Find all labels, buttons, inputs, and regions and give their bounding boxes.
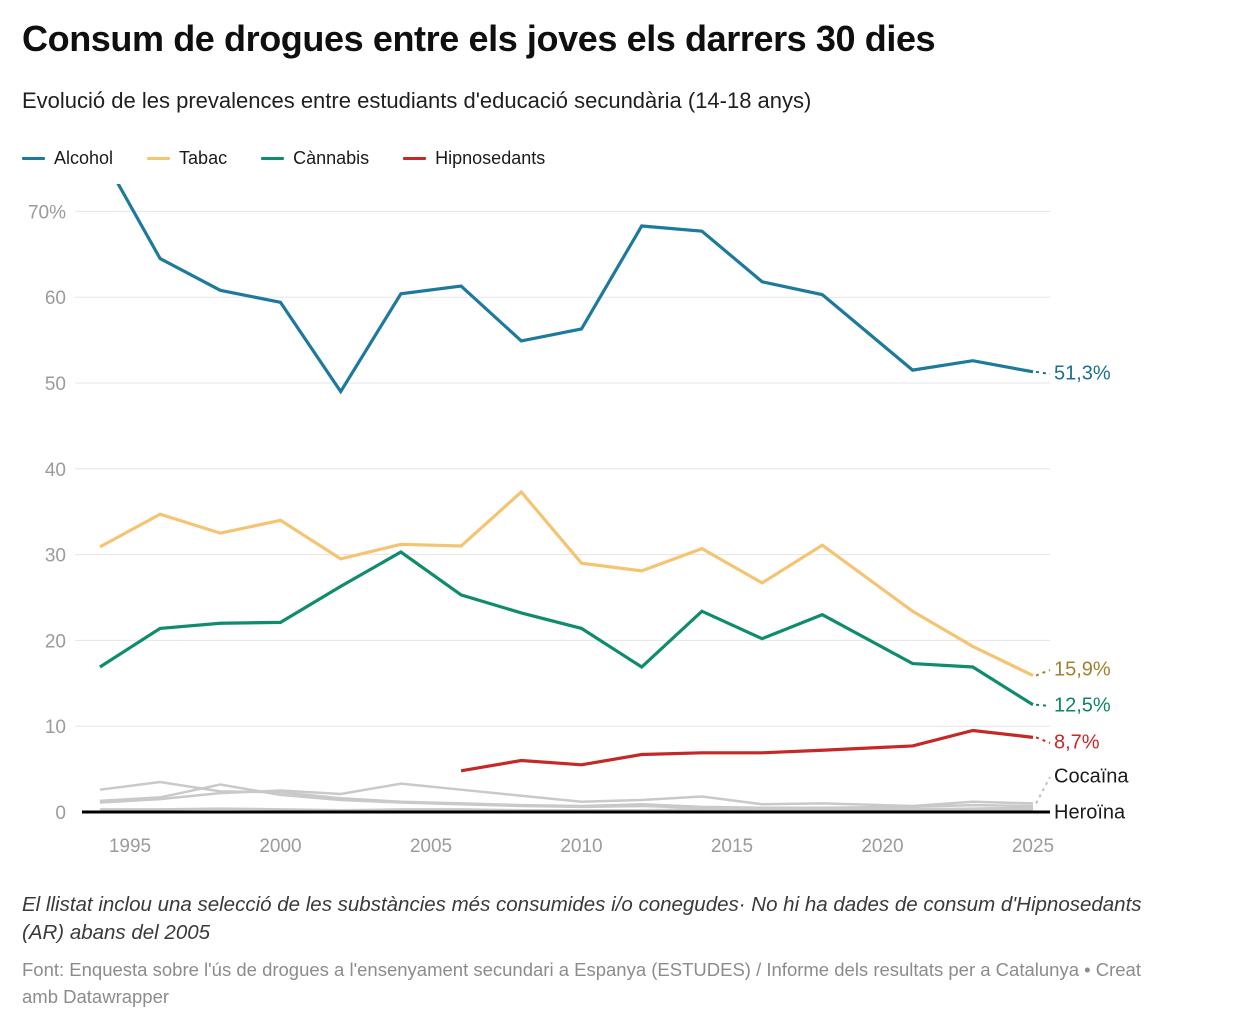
legend: Alcohol Tabac Cànnabis Hipnosedants	[22, 148, 545, 169]
legend-swatch	[147, 157, 171, 160]
series-line-hipnosedants	[460, 728, 1034, 773]
y-tick-label: 20	[45, 631, 66, 652]
legend-swatch	[22, 157, 45, 160]
y-tick-label: 40	[45, 460, 66, 481]
x-tick-label: 2020	[861, 836, 903, 857]
line-chart-area: 70% 60 50 40 30 20 10 0 1995 2000 2005 2010 2015 2020…	[0, 170, 1240, 870]
y-tick-label: 70%	[28, 202, 66, 223]
x-tick-label: 2025	[1012, 836, 1054, 857]
end-label-cocaïna: Cocaïna	[1054, 765, 1129, 788]
legend-label: Hipnosedants	[435, 148, 546, 168]
x-tick-label: 1995	[109, 836, 151, 857]
legend-item-hipnosedants: Hipnosedants	[403, 148, 545, 169]
end-label-connector	[1035, 736, 1051, 744]
end-label-connector	[1035, 703, 1051, 707]
series-line-cocaïna	[99, 782, 1034, 808]
legend-item-tabac: Tabac	[147, 148, 227, 169]
y-tick-label: 30	[45, 546, 66, 567]
page-title: Consum de drogues entre els joves els da…	[22, 18, 936, 59]
series-line-altres	[99, 783, 1034, 811]
x-tick-label: 2000	[259, 836, 301, 857]
x-tick-label: 2015	[711, 836, 753, 857]
y-tick-label: 10	[45, 717, 66, 738]
legend-swatch	[261, 157, 285, 160]
end-label-cànnabis: 12,5%	[1054, 694, 1111, 717]
series-line-cànnabis	[99, 550, 1034, 707]
end-label-hipnosedants: 8,7%	[1054, 731, 1100, 754]
footnote: El llistat inclou una selecció de les su…	[22, 893, 1142, 945]
legend-item-alcohol: Alcohol	[22, 148, 113, 169]
series-line-alcohol	[116, 184, 1034, 395]
legend-swatch	[403, 157, 427, 160]
y-tick-label: 60	[45, 288, 66, 309]
chart-subtitle: Evolució de les prevalences entre estudi…	[22, 88, 812, 113]
end-label-connector	[1035, 669, 1051, 677]
legend-label: Tabac	[179, 148, 228, 168]
y-tick-label: 0	[55, 803, 66, 824]
legend-label: Cànnabis	[293, 148, 370, 168]
x-tick-label: 2010	[560, 836, 602, 857]
legend-item-cànnabis: Cànnabis	[261, 148, 369, 169]
y-tick-label: 50	[45, 374, 66, 395]
end-label-connector	[1035, 370, 1051, 375]
legend-label: Alcohol	[54, 148, 114, 168]
end-label-alcohol: 51,3%	[1054, 362, 1111, 385]
series-line-altres	[99, 780, 1034, 809]
end-label-tabac: 15,9%	[1054, 658, 1111, 681]
source-credit: Font: Enquesta sobre l'ús de drogues a l…	[22, 959, 1141, 1007]
end-label-connector	[1035, 776, 1051, 804]
series-line-tabac	[99, 489, 1034, 678]
end-label-heroïna: Heroïna	[1054, 801, 1126, 824]
x-tick-label: 2005	[410, 836, 452, 857]
